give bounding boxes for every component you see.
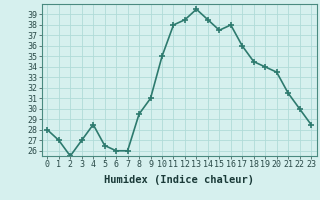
X-axis label: Humidex (Indice chaleur): Humidex (Indice chaleur) xyxy=(104,175,254,185)
